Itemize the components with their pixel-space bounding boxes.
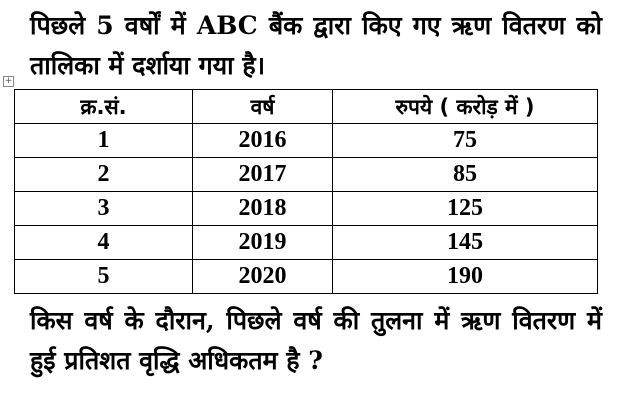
table-row: 2 2017 85 (14, 157, 598, 192)
cell-serial: 3 (14, 191, 193, 226)
cell-year: 2018 (192, 191, 333, 226)
cell-serial: 4 (14, 225, 193, 260)
cell-serial: 5 (14, 259, 193, 294)
cell-year: 2016 (192, 123, 333, 158)
intro-text: पिछले 5 वर्षों में ABC बैंक द्वारा किए ग… (30, 11, 602, 80)
question-text: किस वर्ष के दौरान, पिछले वर्ष की तुलना म… (30, 306, 602, 375)
header-amount: रुपये ( करोड़ में ) (332, 89, 598, 124)
cell-year: 2017 (192, 157, 333, 192)
header-serial: क्र.सं. (14, 89, 193, 124)
cell-amount: 190 (332, 259, 598, 294)
cell-year: 2020 (192, 259, 333, 294)
cell-year: 2019 (192, 225, 333, 260)
table-header-row: क्र.सं. वर्ष रुपये ( करोड़ में ) (14, 89, 598, 124)
cell-serial: 2 (14, 157, 193, 192)
table-row: 1 2016 75 (14, 123, 598, 158)
cell-amount: 75 (332, 123, 598, 158)
cell-serial: 1 (14, 123, 193, 158)
cell-amount: 125 (332, 191, 598, 226)
table-row: 4 2019 145 (14, 225, 598, 260)
cell-amount: 145 (332, 225, 598, 260)
cell-amount: 85 (332, 157, 598, 192)
header-year: वर्ष (192, 89, 333, 124)
table-row: 5 2020 190 (14, 259, 598, 294)
move-icon[interactable]: + (3, 76, 14, 87)
loan-table: क्र.सं. वर्ष रुपये ( करोड़ में ) 1 2016 … (14, 89, 598, 294)
table-row: 3 2018 125 (14, 191, 598, 226)
